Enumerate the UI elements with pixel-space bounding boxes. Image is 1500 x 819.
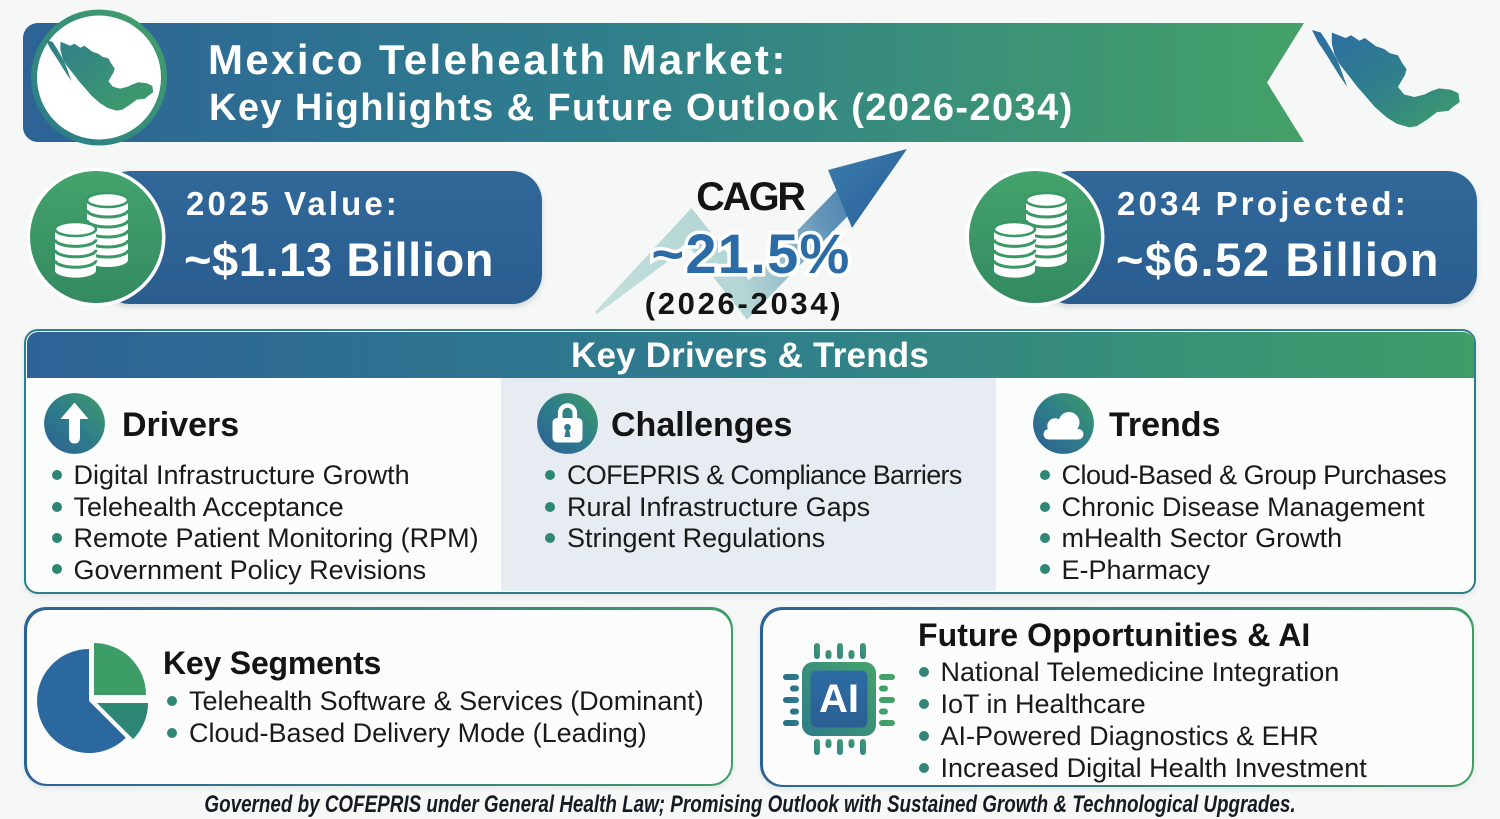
svg-text:~21.5%: ~21.5%: [651, 222, 850, 285]
svg-text:AI: AI: [819, 677, 859, 721]
